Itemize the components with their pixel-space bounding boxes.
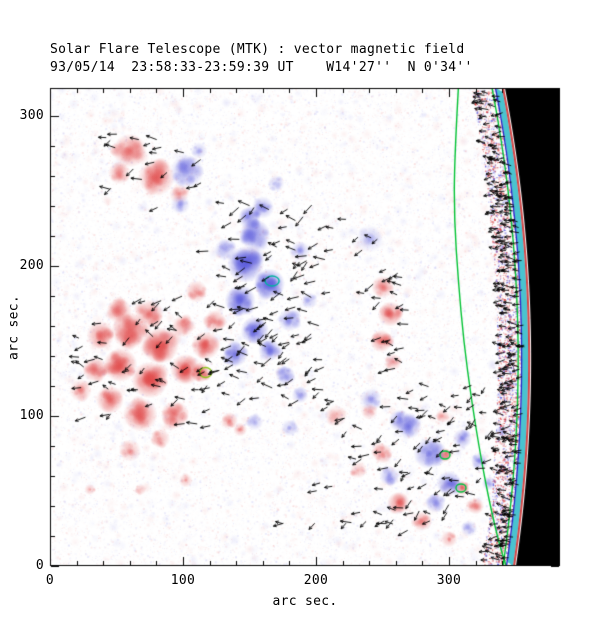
figure-subtitle: 93/05/14 23:58:33-23:59:39 UT W14'27'' N… [50, 60, 473, 75]
y-tick-label-0: 0 [35, 558, 44, 573]
x-tick-label-100: 100 [170, 573, 196, 588]
x-tick-label-200: 200 [303, 573, 329, 588]
y-tick-label-300: 300 [19, 108, 44, 123]
figure-title: Solar Flare Telescope (MTK) : vector mag… [50, 42, 465, 57]
x-tick-label-0: 0 [45, 573, 55, 588]
y-tick-label-200: 200 [19, 258, 44, 273]
x-axis-label: arc sec. [272, 594, 338, 609]
x-tick-label-300: 300 [436, 573, 462, 588]
y-axis-label: arc sec. [6, 295, 22, 361]
y-tick-label-100: 100 [19, 408, 44, 423]
